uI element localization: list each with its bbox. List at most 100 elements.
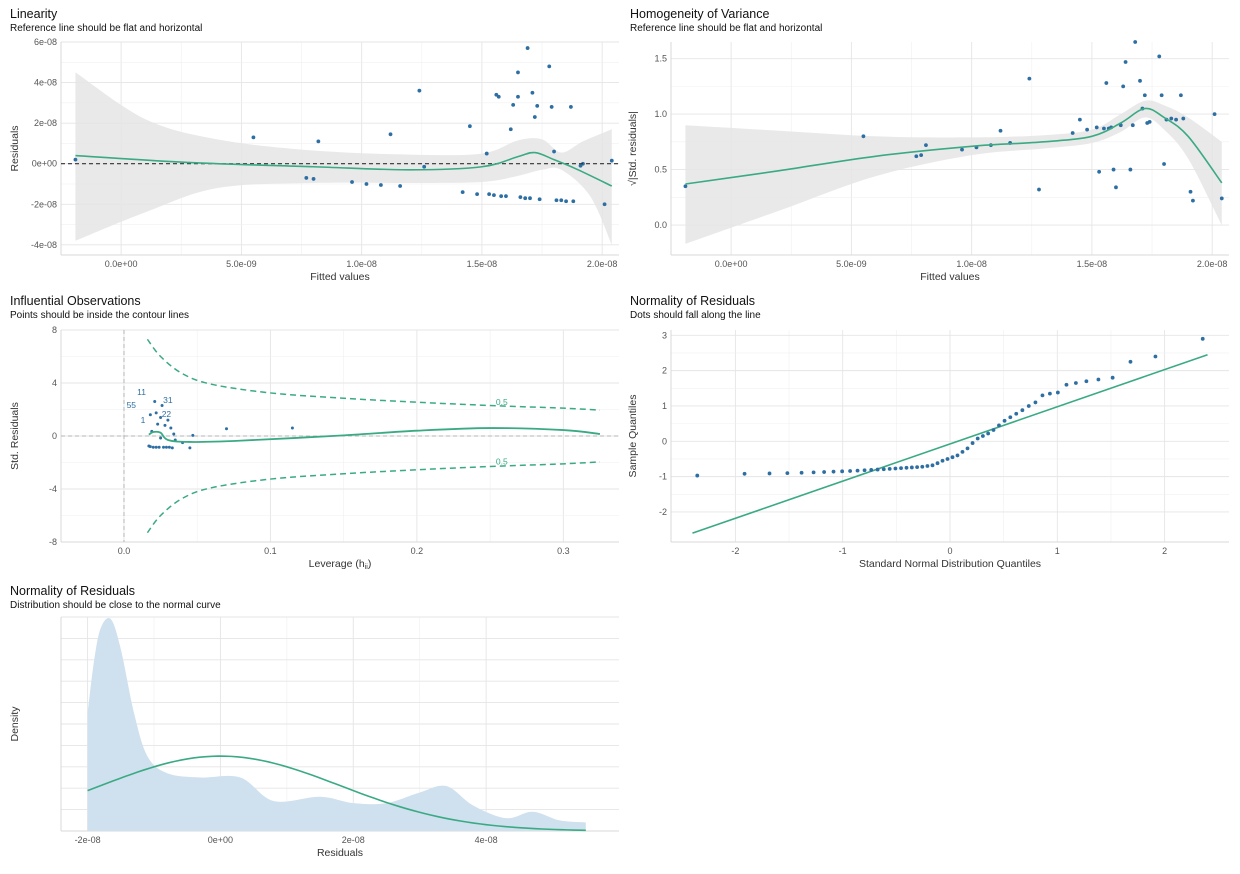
data-point: [1027, 76, 1032, 81]
data-point: [945, 457, 950, 461]
x-tick-label: -1: [839, 546, 847, 556]
y-tick-label: 2e-08: [34, 118, 57, 128]
data-point: [840, 469, 845, 474]
x-axis-title: Leverage (hii): [309, 558, 372, 571]
x-tick-label: 4e-08: [475, 835, 498, 845]
data-point: [1128, 359, 1133, 364]
influential-title: Influential Observations: [10, 294, 141, 308]
data-point: [904, 465, 909, 470]
data-point: [935, 461, 940, 466]
data-point: [508, 127, 513, 132]
smooth-line: [75, 151, 613, 187]
data-point: [559, 198, 564, 203]
data-point: [855, 468, 860, 473]
data-point: [316, 139, 321, 144]
y-tick-label: 4: [52, 378, 57, 388]
cook-contour-lower: [146, 461, 601, 534]
data-point: [535, 104, 540, 108]
confidence-band: [685, 100, 1222, 244]
data-point: [388, 132, 393, 137]
qq-panel: Normality of Residuals Dots should fall …: [620, 287, 1240, 577]
data-point: [940, 458, 945, 463]
data-point: [530, 90, 535, 95]
x-axis-title: Residuals: [317, 847, 363, 859]
data-point: [695, 473, 700, 478]
data-point: [1188, 189, 1193, 194]
data-point: [848, 469, 852, 473]
data-point: [1070, 131, 1075, 135]
data-point: [1178, 93, 1183, 98]
data-point: [924, 143, 928, 148]
data-point: [1138, 78, 1142, 83]
data-point: [831, 469, 836, 474]
data-point: [516, 70, 520, 75]
y-tick-label: 0: [52, 431, 57, 441]
data-point: [568, 105, 573, 109]
x-tick-label: 1: [1055, 546, 1060, 556]
x-tick-label: -2: [731, 546, 739, 556]
influential-subtitle: Points should be inside the contour line…: [10, 310, 190, 321]
data-point: [163, 423, 167, 427]
data-point: [1121, 84, 1126, 89]
density-area: [87, 617, 586, 831]
density-subtitle: Distribution should be close to the norm…: [10, 600, 221, 611]
data-point: [172, 432, 176, 436]
data-point: [869, 468, 874, 472]
x-tick-label: 1.0e-08: [956, 259, 987, 269]
data-point: [950, 455, 955, 460]
data-point: [1002, 418, 1007, 423]
data-point: [960, 147, 964, 152]
data-point: [1102, 126, 1106, 131]
data-point: [523, 196, 528, 201]
data-point: [1181, 116, 1186, 121]
x-tick-label: 0e+00: [208, 835, 233, 845]
data-point: [914, 154, 919, 159]
x-axis-title: Standard Normal Distribution Quantiles: [859, 558, 1041, 570]
data-point: [162, 445, 166, 449]
y-tick-label: 0.0: [654, 220, 667, 230]
data-point: [822, 470, 827, 474]
data-point: [511, 102, 516, 107]
data-point: [899, 466, 903, 471]
data-point: [290, 426, 294, 430]
data-point: [537, 197, 542, 202]
cook-contour-upper: [146, 338, 601, 411]
density-chart: -2e-08 0e+00 2e-08 4e-08 Residuals Density: [9, 616, 619, 859]
data-point: [1104, 81, 1109, 85]
data-point: [861, 134, 866, 139]
data-point: [1159, 93, 1164, 98]
x-tick-label: 5.0e-09: [226, 259, 257, 269]
data-point: [350, 180, 354, 184]
data-point: [467, 124, 472, 129]
x-tick-label: 0.0e+00: [715, 259, 748, 269]
data-point: [460, 190, 465, 195]
data-point: [862, 468, 867, 473]
data-point: [311, 177, 316, 181]
data-point: [975, 436, 980, 441]
y-axis-title: Std. Residuals: [9, 402, 21, 470]
qq-subtitle: Dots should fall along the line: [630, 310, 761, 321]
data-point: [1123, 60, 1128, 64]
data-point: [1064, 382, 1069, 387]
influential-chart: 0.0 0.1 0.2 0.3 -8 -4 0 4 8 Leverage (hii) Std. Re…: [9, 325, 619, 571]
data-point: [881, 467, 886, 472]
data-point: [167, 445, 171, 449]
linearity-panel: Linearity Reference line should be flat …: [0, 0, 620, 290]
linearity-chart: 0.0e+00 5.0e-09 1.0e-08 1.5e-08 2.0e-08 -4e-0…: [9, 37, 619, 283]
point-label: 31: [163, 395, 173, 405]
data-point: [1114, 185, 1118, 190]
data-point: [492, 193, 496, 198]
x-axis-title-end: ): [368, 558, 372, 570]
data-point: [1147, 119, 1152, 124]
y-tick-label: -2: [659, 507, 667, 517]
data-point: [955, 453, 960, 458]
point-label: 22: [162, 409, 172, 419]
data-point: [965, 446, 970, 451]
qq-title: Normality of Residuals: [630, 294, 756, 308]
homogeneity-panel: Homogeneity of Variance Reference line s…: [620, 0, 1240, 290]
data-point: [475, 192, 479, 197]
y-axis-title: Residuals: [9, 125, 21, 171]
data-point: [547, 64, 552, 69]
data-point: [960, 450, 965, 454]
normal-curve: [87, 755, 586, 832]
